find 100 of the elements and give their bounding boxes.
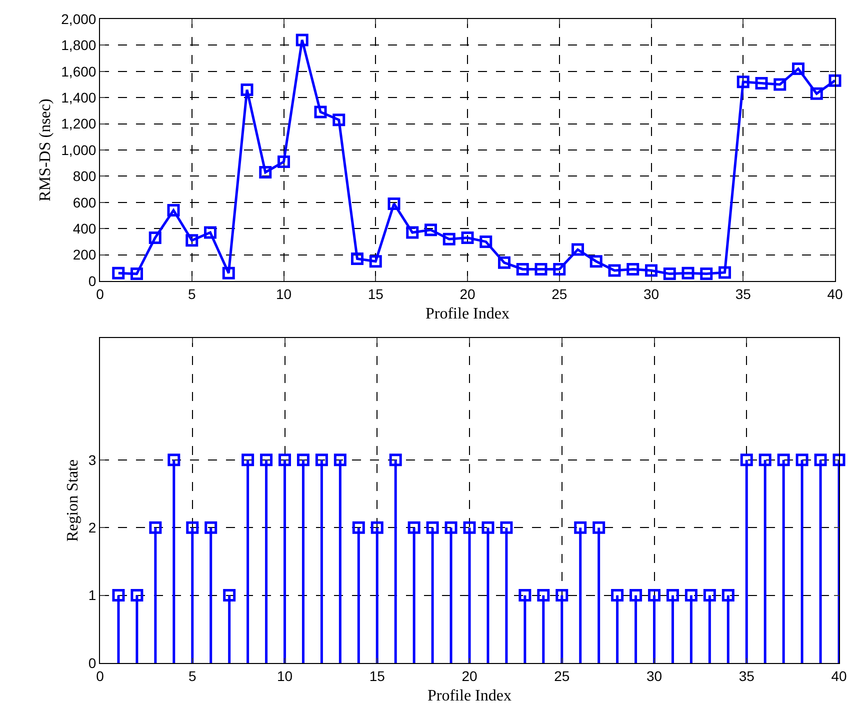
point: [130, 268, 143, 280]
point: [352, 521, 365, 534]
y-axis-title: RMS-DS (nsec): [37, 98, 54, 202]
x-tick-label: 35: [735, 286, 752, 302]
y-tick-label: 0: [88, 272, 96, 289]
x-tick-label: 15: [368, 286, 384, 302]
point: [369, 255, 382, 268]
y-tick-label: 2: [88, 519, 96, 536]
point: [482, 521, 494, 534]
point: [703, 589, 716, 602]
x-tick-label: 5: [188, 286, 196, 302]
y-tick-label: 1,400: [61, 90, 96, 106]
point: [663, 268, 676, 280]
x-tick-label: 30: [643, 286, 660, 302]
point: [592, 521, 606, 534]
point: [684, 589, 698, 602]
y-tick-label: 1: [88, 587, 96, 604]
point: [408, 521, 420, 534]
x-tick-label: 40: [831, 668, 847, 684]
point: [718, 266, 731, 279]
point: [814, 454, 827, 466]
point: [828, 74, 842, 87]
point: [278, 156, 290, 168]
point: [645, 264, 658, 277]
point: [500, 521, 513, 534]
point: [296, 454, 310, 466]
point: [204, 521, 218, 534]
point: [314, 106, 327, 118]
x-tick-label: 25: [552, 286, 568, 302]
point: [574, 521, 587, 534]
point: [516, 262, 529, 276]
point: [498, 256, 510, 269]
point: [112, 589, 125, 602]
point: [204, 226, 216, 239]
point: [590, 255, 602, 268]
point: [792, 62, 804, 76]
y-tick-label: 200: [72, 246, 96, 263]
point: [534, 262, 548, 276]
point: [388, 197, 400, 210]
point: [259, 166, 272, 179]
point: [406, 226, 419, 239]
x-tick-label: 30: [646, 668, 662, 684]
point: [648, 589, 660, 602]
point: [572, 243, 584, 256]
x-tick-label: 10: [276, 286, 292, 302]
point: [240, 83, 254, 96]
x-tick-label: 20: [462, 668, 478, 684]
x-tick-label: 20: [460, 286, 476, 302]
point: [722, 589, 734, 602]
y-tick-label: 1,800: [61, 37, 96, 54]
point: [480, 235, 492, 248]
x-tick-label: 15: [369, 668, 386, 684]
point: [186, 521, 199, 534]
x-axis-title: Profile Index: [428, 688, 512, 704]
point: [222, 266, 235, 280]
point: [315, 454, 328, 466]
point: [755, 76, 768, 90]
point: [461, 232, 474, 244]
y-tick-label: 3: [88, 452, 96, 468]
x-axis-title: Profile Index: [426, 306, 510, 322]
point: [556, 589, 568, 602]
x-tick-label: 10: [276, 668, 293, 684]
point: [332, 114, 346, 126]
point: [832, 454, 846, 466]
point: [736, 76, 750, 88]
y-axis-title: Region State: [64, 459, 82, 542]
point: [242, 454, 254, 466]
point: [611, 589, 624, 602]
point: [278, 454, 291, 466]
point: [334, 454, 346, 466]
point: [537, 589, 550, 602]
x-tick-label: 40: [827, 286, 843, 302]
point: [518, 589, 532, 602]
point: [553, 262, 566, 276]
point: [774, 78, 786, 91]
point: [777, 454, 790, 466]
y-tick-label: 2,000: [61, 10, 96, 27]
point: [149, 521, 162, 534]
point: [442, 232, 456, 246]
y-tick-label: 0: [88, 654, 96, 671]
point: [608, 264, 621, 277]
point: [186, 234, 198, 247]
point: [168, 454, 180, 466]
point: [444, 521, 458, 534]
point: [130, 589, 144, 602]
point: [630, 589, 642, 602]
y-tick-label: 1,200: [61, 116, 96, 132]
point: [260, 454, 273, 466]
point: [167, 204, 180, 217]
point: [426, 521, 439, 534]
y-tick-label: 400: [72, 220, 96, 236]
point: [370, 521, 384, 534]
y-tick-label: 600: [72, 194, 96, 210]
point: [463, 521, 476, 534]
x-tick-label: 25: [554, 668, 570, 684]
point: [148, 232, 162, 244]
point: [296, 34, 308, 46]
x-tick-label: 5: [188, 668, 196, 684]
y-tick-label: 800: [72, 168, 96, 184]
point: [351, 252, 364, 265]
